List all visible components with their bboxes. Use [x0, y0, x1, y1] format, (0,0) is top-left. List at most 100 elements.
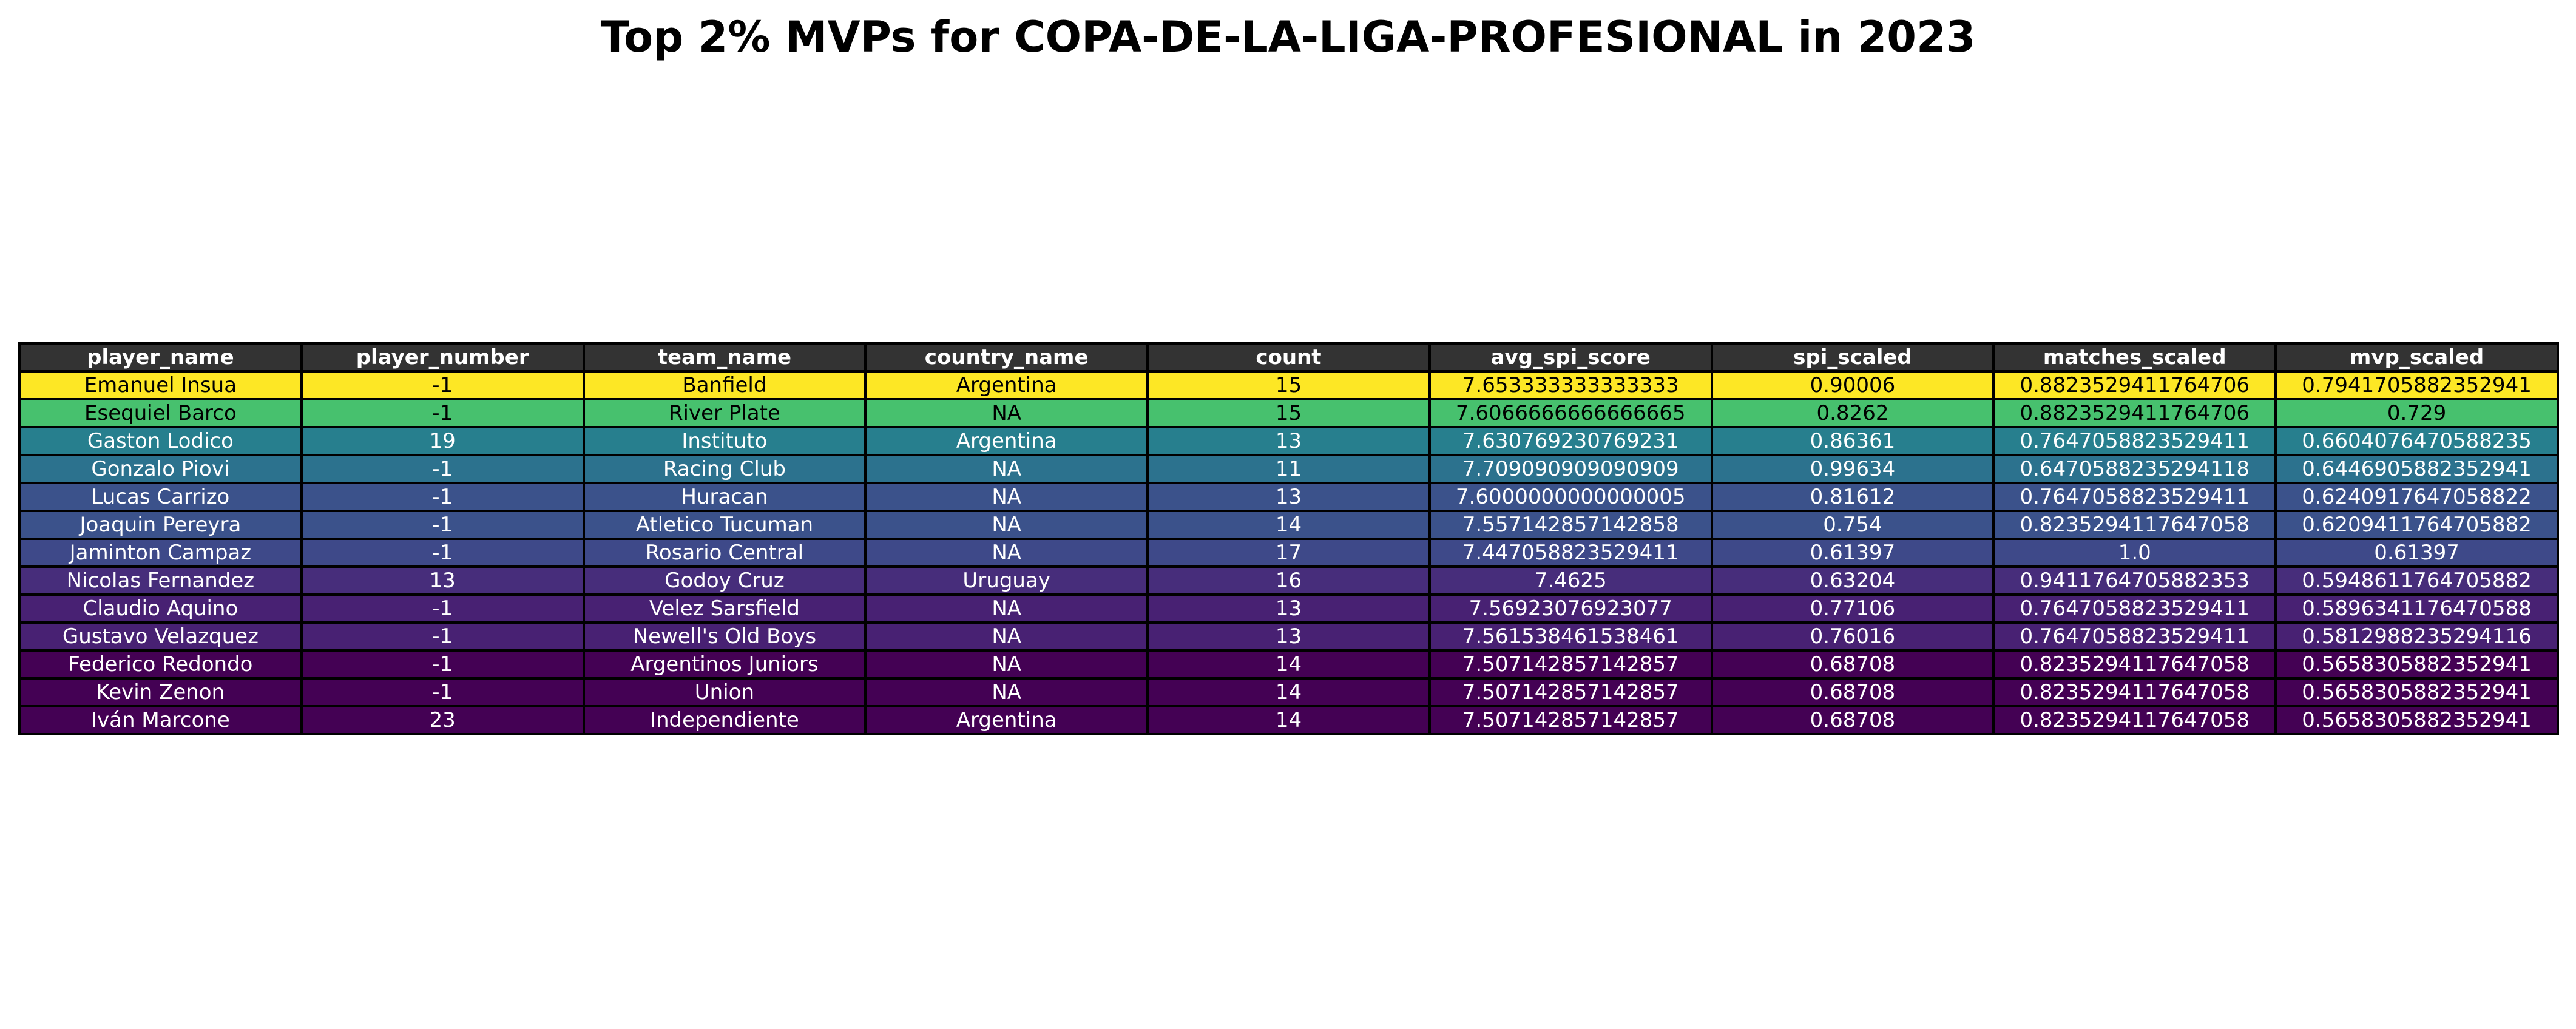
table-cell-mvp-scaled: 0.6240917647058822	[2274, 482, 2559, 512]
table-cell-player-number: -1	[300, 593, 585, 624]
table-cell-avg-spi-score: 7.630769230769231	[1428, 426, 1713, 456]
table-cell-player-name: Esequiel Barco	[18, 398, 303, 428]
table-cell-mvp-scaled: 0.61397	[2274, 538, 2559, 568]
table-cell-spi-scaled: 0.63204	[1710, 565, 1995, 596]
table-cell-team-name: Instituto	[582, 426, 867, 456]
table-cell-mvp-scaled: 0.6604076470588235	[2274, 426, 2559, 456]
table-cell-matches-scaled: 0.8235294117647058	[1992, 510, 2277, 540]
table-cell-player-name: Nicolas Fernandez	[18, 565, 303, 596]
table-cell-country-name: NA	[864, 649, 1149, 680]
table-cell-player-name: Lucas Carrizo	[18, 482, 303, 512]
table-cell-player-number: -1	[300, 482, 585, 512]
table-cell-spi-scaled: 0.86361	[1710, 426, 1995, 456]
table-cell-count: 14	[1146, 677, 1431, 707]
table-cell-spi-scaled: 0.68708	[1710, 649, 1995, 680]
table-cell-country-name: NA	[864, 454, 1149, 484]
table-cell-spi-scaled: 0.754	[1710, 510, 1995, 540]
table-cell-team-name: Union	[582, 677, 867, 707]
table-cell-count: 13	[1146, 593, 1431, 624]
table-cell-spi-scaled: 0.8262	[1710, 398, 1995, 428]
table-cell-matches-scaled: 0.7647058823529411	[1992, 482, 2277, 512]
table-row: Gustavo Velazquez -1 Newell's Old Boys NA 13…	[18, 621, 2559, 652]
table-cell-matches-scaled: 0.7647058823529411	[1992, 621, 2277, 652]
table-cell-mvp-scaled: 0.7941705882352941	[2274, 370, 2559, 400]
chart-title: Top 2% MVPs for COPA-DE-LA-LIGA-PROFESIO…	[600, 12, 1976, 62]
table-cell-count: 15	[1146, 398, 1431, 428]
table-cell-player-number: 19	[300, 426, 585, 456]
table-cell-count: 11	[1146, 454, 1431, 484]
table-cell-player-number: -1	[300, 649, 585, 680]
table-cell-avg-spi-score: 7.447058823529411	[1428, 538, 1713, 568]
table-cell-spi-scaled: 0.76016	[1710, 621, 1995, 652]
column-header-count: count	[1146, 342, 1431, 373]
table-cell-player-name: Joaquin Pereyra	[18, 510, 303, 540]
table-body: Emanuel Insua -1 Banfield Argentina 15 7.6533…	[18, 370, 2559, 735]
table-cell-matches-scaled: 0.8823529411764706	[1992, 370, 2277, 400]
table-cell-player-number: -1	[300, 370, 585, 400]
table-cell-count: 14	[1146, 705, 1431, 735]
column-header-spi-scaled: spi_scaled	[1710, 342, 1995, 373]
table-cell-avg-spi-score: 7.507142857142857	[1428, 649, 1713, 680]
table-cell-team-name: Argentinos Juniors	[582, 649, 867, 680]
table-cell-matches-scaled: 0.8235294117647058	[1992, 705, 2277, 735]
table-cell-player-name: Gustavo Velazquez	[18, 621, 303, 652]
table-cell-team-name: Rosario Central	[582, 538, 867, 568]
table-cell-player-number: -1	[300, 538, 585, 568]
table-cell-team-name: Godoy Cruz	[582, 565, 867, 596]
table-row: Gonzalo Piovi -1 Racing Club NA 11 7.70909090…	[18, 454, 2559, 484]
table-cell-team-name: Velez Sarsfield	[582, 593, 867, 624]
table-cell-avg-spi-score: 7.507142857142857	[1428, 677, 1713, 707]
mvp-table: player_name player_number team_name country…	[18, 342, 2559, 735]
table-cell-country-name: NA	[864, 621, 1149, 652]
table-cell-count: 14	[1146, 649, 1431, 680]
table-cell-player-number: -1	[300, 454, 585, 484]
table-cell-player-number: -1	[300, 621, 585, 652]
table-cell-team-name: Racing Club	[582, 454, 867, 484]
table-cell-player-number: -1	[300, 398, 585, 428]
table-cell-player-name: Jaminton Campaz	[18, 538, 303, 568]
table-cell-player-name: Federico Redondo	[18, 649, 303, 680]
table-cell-team-name: Huracan	[582, 482, 867, 512]
table-row: Emanuel Insua -1 Banfield Argentina 15 7.6533…	[18, 370, 2559, 400]
table-cell-matches-scaled: 0.8823529411764706	[1992, 398, 2277, 428]
table-cell-mvp-scaled: 0.5658305882352941	[2274, 649, 2559, 680]
column-header-player-number: player_number	[300, 342, 585, 373]
table-cell-player-name: Emanuel Insua	[18, 370, 303, 400]
table-cell-player-name: Gonzalo Piovi	[18, 454, 303, 484]
table-cell-mvp-scaled: 0.5948611764705882	[2274, 565, 2559, 596]
table-row: Joaquin Pereyra -1 Atletico Tucuman NA 14 7.5…	[18, 510, 2559, 540]
table-row: Federico Redondo -1 Argentinos Juniors NA 14…	[18, 649, 2559, 680]
column-header-mvp-scaled: mvp_scaled	[2274, 342, 2559, 373]
table-cell-avg-spi-score: 7.709090909090909	[1428, 454, 1713, 484]
table-cell-country-name: NA	[864, 482, 1149, 512]
table-header-row: player_name player_number team_name country…	[18, 342, 2559, 373]
table-cell-matches-scaled: 0.9411764705882353	[1992, 565, 2277, 596]
table-cell-matches-scaled: 0.6470588235294118	[1992, 454, 2277, 484]
table-cell-player-name: Gaston Lodico	[18, 426, 303, 456]
column-header-player-name: player_name	[18, 342, 303, 373]
table-cell-avg-spi-score: 7.6000000000000005	[1428, 482, 1713, 512]
table-cell-spi-scaled: 0.68708	[1710, 677, 1995, 707]
table-cell-count: 17	[1146, 538, 1431, 568]
table-cell-count: 16	[1146, 565, 1431, 596]
table-cell-mvp-scaled: 0.5658305882352941	[2274, 705, 2559, 735]
table-cell-player-number: 13	[300, 565, 585, 596]
table-cell-avg-spi-score: 7.56923076923077	[1428, 593, 1713, 624]
column-header-team-name: team_name	[582, 342, 867, 373]
table-cell-avg-spi-score: 7.6066666666666665	[1428, 398, 1713, 428]
table-cell-team-name: River Plate	[582, 398, 867, 428]
table-cell-count: 15	[1146, 370, 1431, 400]
column-header-avg-spi-score: avg_spi_score	[1428, 342, 1713, 373]
mvp-table-container: player_name player_number team_name country…	[18, 342, 2559, 735]
table-cell-country-name: Uruguay	[864, 565, 1149, 596]
column-header-matches-scaled: matches_scaled	[1992, 342, 2277, 373]
table-cell-mvp-scaled: 0.729	[2274, 398, 2559, 428]
table-cell-country-name: NA	[864, 538, 1149, 568]
table-cell-avg-spi-score: 7.557142857142858	[1428, 510, 1713, 540]
table-cell-team-name: Banfield	[582, 370, 867, 400]
table-cell-country-name: NA	[864, 593, 1149, 624]
table-row: Esequiel Barco -1 River Plate NA 15 7.6066666…	[18, 398, 2559, 428]
table-cell-avg-spi-score: 7.4625	[1428, 565, 1713, 596]
table-cell-spi-scaled: 0.99634	[1710, 454, 1995, 484]
table-cell-matches-scaled: 0.8235294117647058	[1992, 677, 2277, 707]
